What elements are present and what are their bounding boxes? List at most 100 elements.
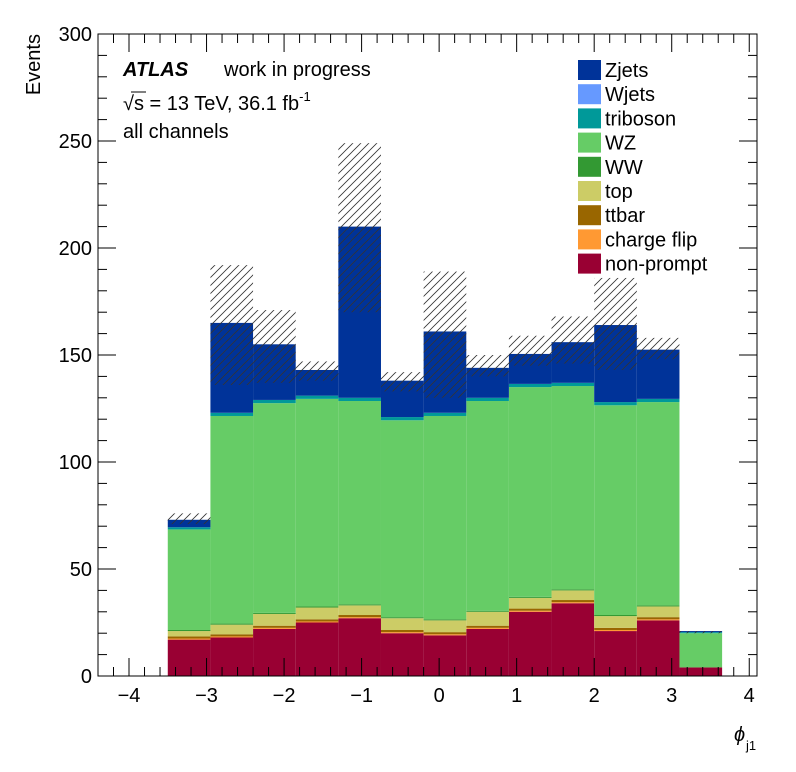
y-tick-label: 50 [70,559,92,581]
bar-top-3 [295,607,339,620]
bar-non-prompt-3 [295,622,339,676]
bar-WW-5 [380,617,424,619]
legend-swatch-WW [578,156,601,177]
bar-WW-9 [551,589,595,591]
bar-top-6 [423,620,467,633]
uncertainty-bin-1 [210,265,254,385]
bar-top-0 [167,631,211,637]
x-tick-label: −1 [350,685,373,707]
uncertainty-band [167,143,723,634]
bar-non-prompt-2 [253,628,296,676]
bar-triboson-4 [338,397,381,402]
bar-charge-flip-4 [338,617,381,619]
legend-swatch-top [578,181,601,201]
bar-WW-3 [295,606,339,608]
bar-charge-flip-1 [210,636,254,638]
x-axis-title-subscript: j1 [745,738,756,753]
x-axis: −4 −3 −2 −1 0 1 2 3 4 [113,34,755,707]
bar-WW-7 [466,610,509,612]
uncertainty-bin-2 [253,310,296,383]
uncertainty-bin-12 [679,631,723,634]
bar-triboson-11 [636,398,680,403]
bar-WW-6 [423,619,467,621]
x-tick-label: 3 [666,685,677,707]
bar-WZ-5 [380,420,424,618]
bar-ttbar-8 [508,608,552,611]
bar-triboson-6 [423,412,467,416]
y-tick-label: 300 [59,24,92,46]
bar-WZ-1 [210,415,254,624]
bar-ttbar-2 [253,625,296,628]
bar-non-prompt-11 [636,620,680,676]
bar-WZ-11 [636,402,680,606]
bar-charge-flip-10 [594,629,637,632]
uncertainty-bin-7 [466,355,509,377]
y-tick-label: 250 [59,131,92,153]
bar-triboson-10 [594,402,637,406]
legend-swatch-Wjets [578,84,601,105]
bar-ttbar-11 [636,617,680,620]
bar-WZ-3 [295,398,339,607]
legend-label-top: top [605,181,633,203]
y-axis-title: Events [23,34,45,95]
uncertainty-bin-10 [594,277,637,370]
energy-lumi-label: √s = 13 TeV, 36.1 fb-1 [123,89,311,115]
bar-charge-flip-11 [636,619,680,621]
atlas-status: work in progress [223,59,371,81]
y-tick-label: 150 [59,345,92,367]
uncertainty-bin-6 [423,271,467,398]
bar-non-prompt-10 [594,631,637,676]
bar-charge-flip-8 [508,610,552,612]
bar-WW-1 [210,623,254,625]
channel-label: all channels [123,121,229,143]
uncertainty-bin-4 [338,143,381,313]
x-tick-label: 0 [434,685,445,707]
bar-WW-4 [338,604,381,606]
bar-ttbar-4 [338,615,381,618]
y-tick-label: 200 [59,238,92,260]
bar-WZ-2 [253,403,296,613]
bar-ttbar-10 [594,627,637,630]
bar-non-prompt-7 [466,628,509,676]
x-tick-label: −2 [273,685,296,707]
bar-top-1 [210,624,254,635]
legend-label-charge-flip: charge flip [605,229,697,251]
bar-WW-10 [594,615,637,617]
x-tick-label: −3 [195,685,218,707]
bar-triboson-8 [508,383,552,388]
uncertainty-bin-3 [295,361,339,381]
bar-triboson-3 [295,395,339,399]
legend-label-WZ: WZ [605,133,636,155]
bar-top-8 [508,597,552,609]
bar-top-7 [466,611,509,626]
bar-charge-flip-6 [423,634,467,636]
legend-label-Wjets: Wjets [605,84,655,106]
bar-ttbar-6 [423,632,467,635]
bar-triboson-1 [210,412,254,416]
y-tick-label: 0 [81,666,92,688]
bar-triboson-7 [466,397,509,402]
bar-WZ-0 [167,529,211,630]
uncertainty-bin-8 [508,335,552,366]
bar-top-11 [636,606,680,618]
uncertainty-bin-0 [167,513,211,525]
uncertainty-bin-5 [380,372,424,392]
bar-ttbar-7 [466,625,509,628]
bar-top-2 [253,613,296,626]
bar-charge-flip-2 [253,627,296,629]
bar-non-prompt-5 [380,633,424,676]
legend-label-ttbar: ttbar [605,205,645,227]
y-axis: 0 50 100 150 200 250 300 [59,24,757,688]
legend-label-non-prompt: non-prompt [605,254,708,276]
bar-WZ-7 [466,401,509,611]
bar-triboson-0 [167,527,211,530]
bar-triboson-9 [551,382,595,387]
bar-ttbar-9 [551,600,595,603]
bar-charge-flip-9 [551,602,595,604]
bar-non-prompt-9 [551,603,595,676]
legend-label-WW: WW [605,157,643,179]
x-tick-label: 4 [744,685,755,707]
bar-ttbar-3 [295,619,339,622]
